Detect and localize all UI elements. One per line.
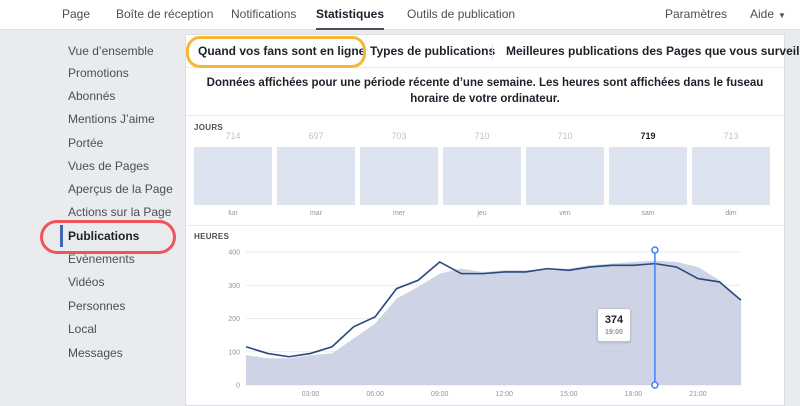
chart-y-axis: 0 100 200 300 400 xyxy=(228,250,240,390)
sidebar-item-videos[interactable]: Vidéos xyxy=(68,275,105,289)
day-bar xyxy=(609,147,687,205)
sidebar-item-reach[interactable]: Portée xyxy=(68,136,104,150)
sidebar-item-posts[interactable]: Publications xyxy=(60,225,172,247)
day-bar xyxy=(360,147,438,205)
days-section-label: JOURS xyxy=(194,123,224,132)
x-tick-label: 15:00 xyxy=(560,391,578,398)
publications-highlight-circle xyxy=(40,220,176,254)
insights-panel: Quand vos fans sont en ligne Types de pu… xyxy=(185,34,800,406)
y-tick-label: 200 xyxy=(228,316,240,323)
x-tick-label: 21:00 xyxy=(689,391,707,398)
caret-down-icon: ▼ xyxy=(778,11,786,20)
day-label: mer xyxy=(392,210,406,217)
x-tick-label: 03:00 xyxy=(302,391,320,398)
subtab-post-types[interactable]: Types de publications xyxy=(370,44,496,58)
day-value: 710 xyxy=(557,131,573,141)
tooltip-time: 19:00 xyxy=(605,329,623,336)
y-tick-label: 0 xyxy=(236,383,240,390)
sidebar-item-messages[interactable]: Messages xyxy=(68,346,123,360)
subtab-fans-online[interactable]: Quand vos fans sont en ligne xyxy=(198,44,366,58)
x-tick-label: 18:00 xyxy=(625,391,643,398)
day-bar xyxy=(277,147,355,205)
subtab-divider xyxy=(492,45,493,59)
x-tick-label: 12:00 xyxy=(495,391,513,398)
nav-tab-statistics[interactable]: Statistiques xyxy=(316,0,385,30)
day-label: sam xyxy=(641,210,655,217)
day-value: 703 xyxy=(391,131,407,141)
nav-tab-inbox[interactable]: Boîte de réception xyxy=(116,7,214,21)
day-value: 697 xyxy=(308,131,324,141)
chart-hover-marker xyxy=(651,246,659,389)
y-tick-label: 400 xyxy=(228,250,240,257)
chart-x-axis: 03:00 06:00 09:00 12:00 15:00 18:00 21:00 xyxy=(302,391,707,398)
sidebar-item-promotions[interactable]: Promotions xyxy=(68,66,129,80)
help-label: Aide xyxy=(750,7,775,21)
day-bar xyxy=(194,147,272,205)
sidebar-item-page-actions[interactable]: Actions sur la Page xyxy=(68,205,172,219)
nav-tab-page[interactable]: Page xyxy=(62,7,91,21)
x-tick-label: 09:00 xyxy=(431,391,449,398)
y-tick-label: 300 xyxy=(228,283,240,290)
sidebar-item-local[interactable]: Local xyxy=(68,322,97,336)
nav-tab-notifications[interactable]: Notifications xyxy=(231,7,297,21)
day-bar xyxy=(526,147,604,205)
day-label: lun xyxy=(228,210,238,217)
day-value: 719 xyxy=(640,131,656,141)
chart-tooltip: 374 19:00 xyxy=(597,308,631,342)
nav-tab-publishing-tools[interactable]: Outils de publication xyxy=(407,7,516,21)
hover-handle-bottom xyxy=(651,381,659,389)
hover-handle-top xyxy=(651,246,659,254)
top-navigation: Page Boîte de réception Notifications St… xyxy=(0,0,800,30)
sidebar-item-page-views[interactable]: Vues de Pages xyxy=(68,159,149,173)
section-divider xyxy=(186,115,784,116)
hours-line-chart[interactable]: 0 100 200 300 400 03:00 06:00 09:00 12:00 15:00 1… xyxy=(186,242,784,406)
day-value: 713 xyxy=(723,131,739,141)
subtab-top-posts-watched-pages[interactable]: Meilleures publications des Pages que vo… xyxy=(506,44,800,58)
sidebar-item-overview[interactable]: Vue d’ensemble xyxy=(68,44,154,58)
sidebar-item-followers[interactable]: Abonnés xyxy=(68,89,116,103)
section-divider xyxy=(186,225,784,226)
subtab-bar: Quand vos fans sont en ligne Types de pu… xyxy=(186,35,800,68)
day-value: 710 xyxy=(474,131,490,141)
sidebar-item-page-previews[interactable]: Aperçus de la Page xyxy=(68,182,173,196)
day-label: mar xyxy=(309,210,323,217)
chart-area-series xyxy=(246,260,741,385)
tooltip-value: 374 xyxy=(604,314,624,326)
x-tick-label: 06:00 xyxy=(366,391,384,398)
sidebar-item-likes[interactable]: Mentions J’aime xyxy=(68,112,155,126)
chart-line-series xyxy=(245,261,742,358)
day-bar xyxy=(443,147,521,205)
info-text: Données affichées pour une période récen… xyxy=(206,77,764,105)
y-tick-label: 100 xyxy=(228,349,240,356)
day-bar xyxy=(692,147,770,205)
settings-link[interactable]: Paramètres xyxy=(665,7,728,21)
day-label: ven xyxy=(559,210,571,217)
day-label: jeu xyxy=(477,210,487,217)
help-menu[interactable]: Aide ▼ xyxy=(750,0,786,30)
sidebar-item-events[interactable]: Évènements xyxy=(68,252,135,266)
day-label: dim xyxy=(725,210,737,217)
sidebar-item-people[interactable]: Personnes xyxy=(68,299,126,313)
day-value: 714 xyxy=(225,131,241,141)
hours-section-label: HEURES xyxy=(194,232,230,241)
fans-online-highlight-circle xyxy=(186,36,366,68)
